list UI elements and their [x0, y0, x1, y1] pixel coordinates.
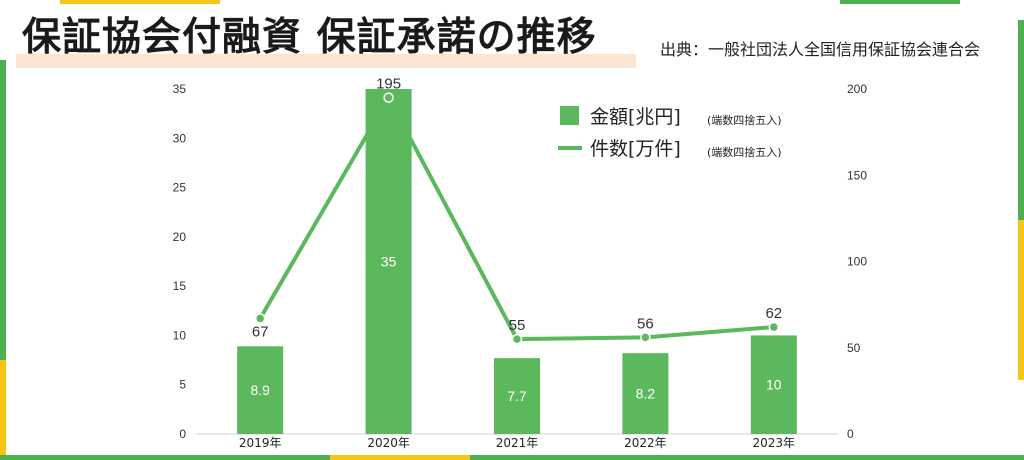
- frame-left-green: [0, 60, 6, 360]
- bar-value-labels: 8.9 35 7.7 8.2 10: [250, 254, 781, 405]
- x-tick-label: 2023年: [753, 436, 796, 450]
- left-tick-label: 0: [179, 427, 186, 441]
- title-highlight: [16, 54, 636, 68]
- source-note: 出典：一般社団法人全国信用保証協会連合会: [660, 40, 981, 59]
- x-tick-label: 2020年: [367, 436, 410, 450]
- bar-value-label: 8.2: [636, 386, 656, 402]
- line-point: [254, 313, 266, 324]
- legend-bar-note: (端数四捨五入): [707, 113, 782, 127]
- line-value-label: 62: [765, 305, 782, 322]
- left-tick-label: 30: [173, 131, 187, 145]
- frame-right-green: [1018, 20, 1024, 220]
- right-tick-label: 50: [847, 341, 861, 355]
- left-tick-label: 10: [173, 328, 187, 342]
- x-tick-label: 2019年: [239, 436, 282, 450]
- bar: [237, 346, 284, 434]
- series-line: [258, 95, 774, 342]
- right-tick-label: 200: [847, 82, 867, 96]
- left-tick-label: 5: [179, 378, 186, 392]
- frame-right-yellow: [1018, 220, 1024, 380]
- right-tick-label: 150: [847, 168, 867, 182]
- bar-series: [237, 89, 797, 434]
- bar-value-label: 10: [766, 377, 782, 393]
- line-point: [768, 321, 780, 333]
- line-value-label: 195: [376, 76, 401, 93]
- frame-top-green: [840, 0, 960, 4]
- line-value-label: 56: [637, 315, 654, 332]
- legend-bar-label: 金額[兆円]: [590, 106, 681, 128]
- bar: [622, 353, 669, 434]
- left-tick-label: 35: [173, 82, 187, 96]
- left-tick-label: 25: [173, 181, 187, 195]
- legend-line-label: 件数[万件]: [590, 138, 681, 160]
- line-value-labels: 67 195 55 56 62: [252, 76, 782, 341]
- frame-bottom-green: [0, 455, 1024, 460]
- bar-value-label: 8.9: [250, 382, 270, 398]
- bar: [365, 89, 412, 434]
- legend-line-note: (端数四捨五入): [707, 145, 782, 159]
- left-tick-label: 20: [173, 230, 187, 244]
- line-point: [640, 332, 651, 343]
- page-title: 保証協会付融資 保証承諾の推移: [22, 15, 597, 60]
- line-value-label: 67: [252, 323, 269, 340]
- frame-bottom-yellow: [330, 455, 470, 460]
- line-point: [383, 92, 394, 103]
- left-tick-label: 15: [173, 279, 187, 293]
- left-axis: 0 5 10 15 20 25 30 35: [173, 82, 187, 441]
- bar: [494, 358, 540, 434]
- bar-value-label: 7.7: [507, 388, 527, 404]
- x-tick-label: 2021年: [496, 436, 539, 450]
- line-series: [254, 92, 780, 345]
- frame-top-yellow: [60, 0, 220, 4]
- line-point: [511, 333, 523, 345]
- legend-bar-swatch: [560, 106, 579, 125]
- bar-value-label: 35: [381, 254, 397, 270]
- x-axis: 2019年 2020年 2021年 2022年 2023年: [239, 436, 795, 450]
- line-value-label: 55: [509, 317, 526, 334]
- x-tick-label: 2022年: [624, 436, 667, 450]
- right-axis: 0 50 100 150 200: [847, 82, 867, 441]
- right-tick-label: 100: [847, 255, 867, 269]
- legend: 金額[兆円] (端数四捨五入) 件数[万件] (端数四捨五入): [558, 106, 782, 160]
- right-tick-label: 0: [847, 427, 854, 441]
- bar: [750, 335, 797, 434]
- frame-left-yellow: [0, 360, 6, 460]
